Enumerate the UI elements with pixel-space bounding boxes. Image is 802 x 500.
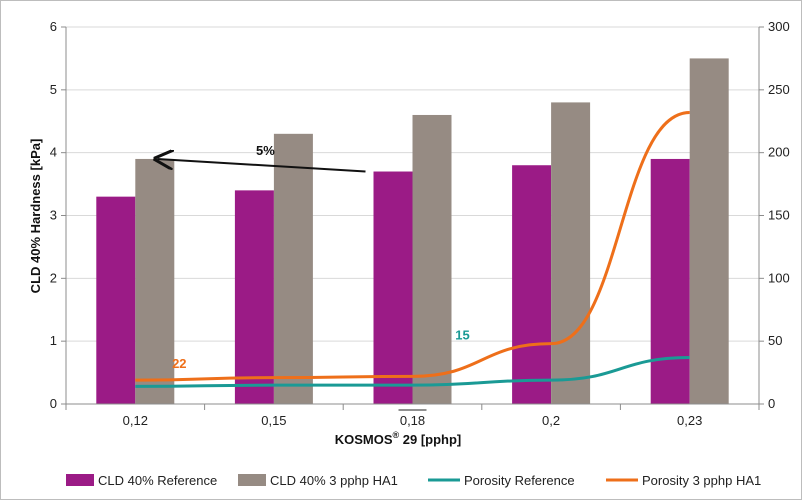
x-tick-label: 0,18 [400, 413, 425, 428]
annotation-porosity-ha1: 22 [172, 356, 186, 371]
bar-1-2 [412, 114, 452, 404]
right-tick-label: 100 [768, 270, 790, 285]
right-tick-label: 150 [768, 208, 790, 223]
bar-0-0 [96, 196, 136, 404]
x-axis-ticks: 0,12 0,15 0,18 0,2 0,23 [123, 413, 703, 428]
x-tick-label: 0,15 [261, 413, 286, 428]
bar-1-1 [273, 133, 313, 405]
bar-0-1 [234, 190, 274, 404]
line-series-1 [135, 110, 690, 382]
gridlines [66, 26, 759, 342]
legend-label-1: CLD 40% 3 pphp HA1 [270, 473, 398, 488]
legend-label-2: Porosity Reference [464, 473, 575, 488]
bar-0-2 [373, 171, 413, 404]
right-tick-label: 250 [768, 82, 790, 97]
legend: CLD 40% Reference CLD 40% 3 pphp HA1 Poros… [66, 473, 761, 488]
bar-1-3 [551, 102, 591, 405]
legend-swatch-0 [66, 474, 94, 486]
left-tick-label: 2 [50, 270, 57, 285]
x-axis-title: KOSMOS® 29 [pphp] [335, 430, 462, 447]
bar-layer [96, 58, 729, 405]
right-axis-ticks: 0 50 100 150 200 250 300 [768, 19, 790, 411]
left-tick-label: 4 [50, 145, 57, 160]
line-series-0 [135, 356, 690, 388]
right-tick-label: 0 [768, 396, 775, 411]
left-tick-label: 3 [50, 208, 57, 223]
right-tick-label: 50 [768, 333, 782, 348]
legend-swatch-1 [238, 474, 266, 486]
legend-label-3: Porosity 3 pphp HA1 [642, 473, 761, 488]
x-tick-label: 0,23 [677, 413, 702, 428]
x-tick-label: 0,2 [542, 413, 560, 428]
right-tick-label: 300 [768, 19, 790, 34]
axes [61, 26, 764, 410]
right-tick-label: 200 [768, 145, 790, 160]
bar-0-3 [512, 165, 552, 404]
bar-1-0 [135, 158, 175, 404]
annotation-percent: 5% [256, 143, 275, 158]
left-tick-label: 5 [50, 82, 57, 97]
arrow-annotation [157, 159, 366, 173]
y-axis-title: CLD 40% Hardness [kPa] [28, 139, 43, 294]
left-tick-label: 1 [50, 333, 57, 348]
line-layer [135, 110, 690, 388]
bar-0-4 [650, 158, 690, 404]
left-axis-ticks: 0 1 2 3 4 5 6 [50, 19, 57, 411]
left-tick-label: 0 [50, 396, 57, 411]
annotation-porosity-ref: 15 [455, 328, 469, 343]
bar-1-4 [689, 58, 729, 405]
x-tick-label: 0,12 [123, 413, 148, 428]
legend-label-0: CLD 40% Reference [98, 473, 217, 488]
left-tick-label: 6 [50, 19, 57, 34]
annotations: 5% 22 15 [157, 143, 470, 411]
